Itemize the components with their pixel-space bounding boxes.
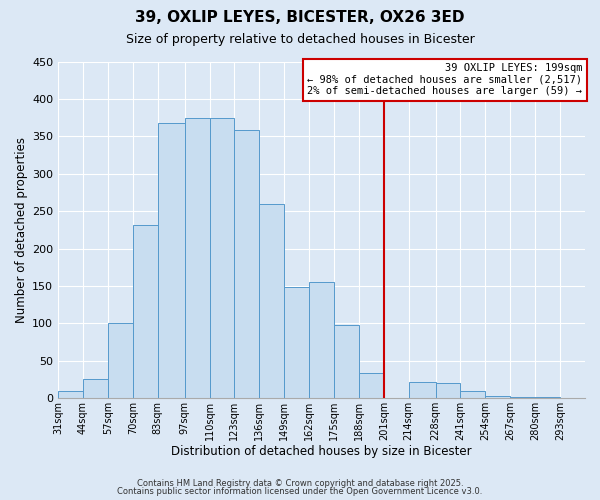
- Bar: [359, 374, 384, 398]
- Bar: [485, 396, 510, 398]
- Bar: [158, 123, 185, 398]
- Text: 39, OXLIP LEYES, BICESTER, OX26 3ED: 39, OXLIP LEYES, BICESTER, OX26 3ED: [135, 10, 465, 25]
- Bar: [259, 204, 284, 398]
- Bar: [83, 380, 108, 398]
- Y-axis label: Number of detached properties: Number of detached properties: [15, 137, 28, 323]
- Bar: [58, 390, 83, 398]
- Bar: [185, 118, 209, 398]
- Bar: [133, 224, 158, 398]
- Bar: [510, 396, 535, 398]
- Bar: [235, 130, 259, 398]
- Bar: [334, 325, 359, 398]
- Bar: [409, 382, 436, 398]
- Text: Size of property relative to detached houses in Bicester: Size of property relative to detached ho…: [125, 32, 475, 46]
- Text: Contains public sector information licensed under the Open Government Licence v3: Contains public sector information licen…: [118, 487, 482, 496]
- Bar: [284, 288, 309, 398]
- Text: 39 OXLIP LEYES: 199sqm
← 98% of detached houses are smaller (2,517)
2% of semi-d: 39 OXLIP LEYES: 199sqm ← 98% of detached…: [307, 63, 583, 96]
- Text: Contains HM Land Registry data © Crown copyright and database right 2025.: Contains HM Land Registry data © Crown c…: [137, 478, 463, 488]
- Bar: [108, 324, 133, 398]
- Bar: [309, 282, 334, 398]
- X-axis label: Distribution of detached houses by size in Bicester: Distribution of detached houses by size …: [171, 444, 472, 458]
- Bar: [460, 390, 485, 398]
- Bar: [436, 383, 460, 398]
- Bar: [209, 118, 235, 398]
